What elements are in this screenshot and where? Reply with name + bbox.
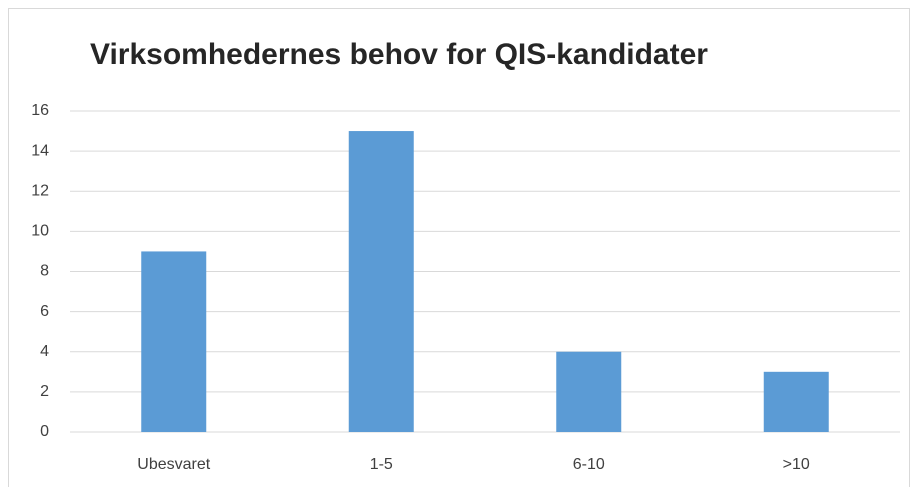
y-tick-label: 16	[31, 102, 49, 119]
y-tick-label: 14	[31, 142, 49, 159]
chart-title: Virksomhedernes behov for QIS-kandidater	[90, 38, 708, 71]
y-tick-label: 10	[31, 223, 49, 240]
x-tick-label: Ubesvaret	[137, 456, 210, 473]
bar	[141, 251, 207, 432]
bar	[763, 371, 829, 432]
y-tick-label: 0	[40, 423, 49, 440]
x-tick-label: 6-10	[573, 456, 605, 473]
y-tick-label: 8	[40, 263, 49, 280]
bar	[348, 131, 414, 432]
y-tick-label: 6	[40, 303, 49, 320]
bar	[556, 351, 622, 432]
x-tick-label: >10	[783, 456, 810, 473]
y-tick-label: 4	[40, 343, 49, 360]
y-tick-label: 12	[31, 182, 49, 199]
y-tick-label: 2	[40, 383, 49, 400]
x-tick-label: 1-5	[370, 456, 393, 473]
